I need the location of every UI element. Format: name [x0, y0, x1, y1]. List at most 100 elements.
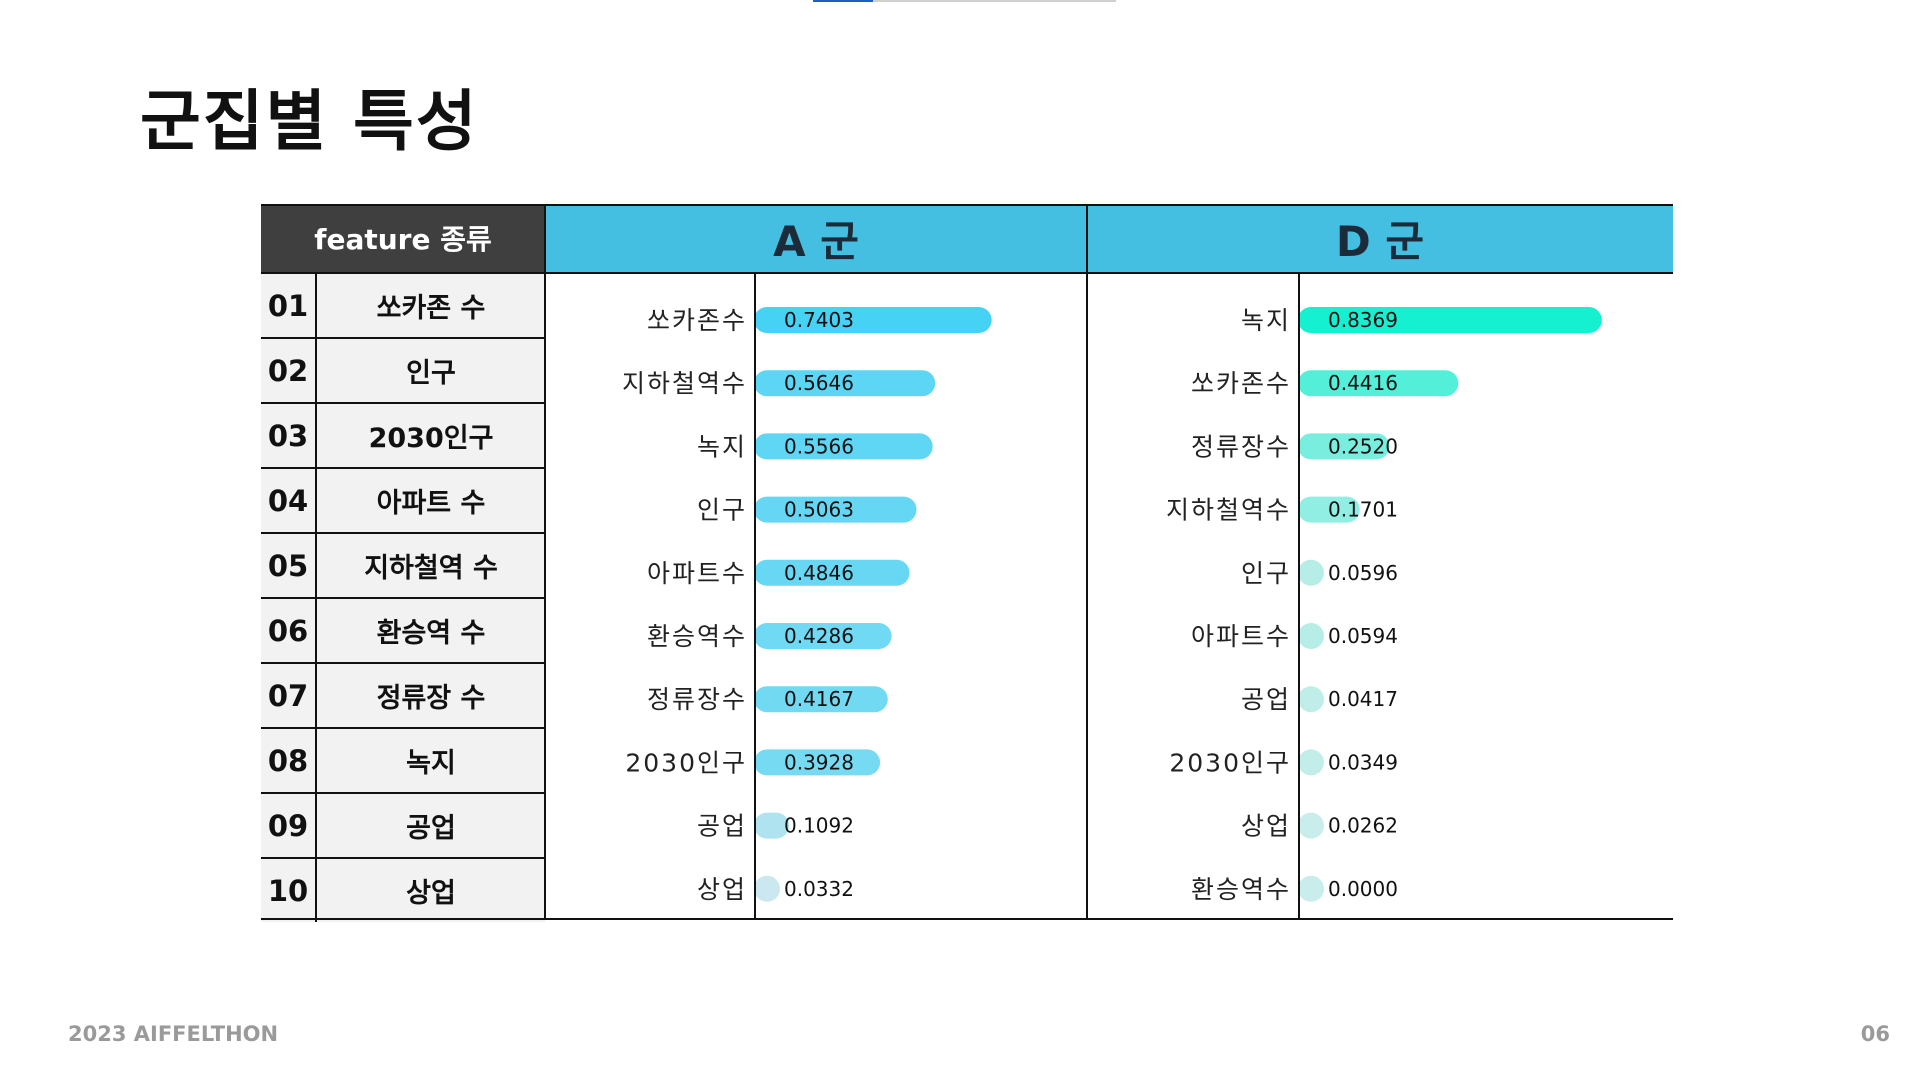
feature-row: 07 정류장 수 [261, 664, 545, 729]
feature-row: 08 녹지 [261, 729, 545, 794]
data-label: 0.4416 [1328, 371, 1398, 395]
feature-rank: 04 [261, 469, 317, 532]
feature-row: 01 쏘카존 수 [261, 274, 545, 339]
group-a-header: A 군 [545, 204, 1087, 272]
feature-rank: 06 [261, 599, 317, 662]
feature-row: 10 상업 [261, 859, 545, 922]
data-label: 0.5063 [784, 498, 854, 522]
group-d-bar-chart: 녹지 0.8369 쏘카존수 0.4416 정류장수 0.2520 지하철역수 0.1701 인… [1166, 306, 1602, 904]
category-label: 환승역수 [647, 622, 747, 651]
feature-row: 06 환승역 수 [261, 599, 545, 664]
feature-rank: 07 [261, 664, 317, 727]
category-label: 환승역수 [1191, 875, 1291, 904]
bar [754, 370, 936, 397]
feature-name: 인구 [406, 358, 456, 389]
bar [754, 559, 910, 586]
category-label: 정류장수 [1191, 432, 1291, 461]
data-label: 0.5646 [784, 371, 854, 395]
feature-name: 쏘카존 수 [376, 293, 486, 324]
column-divider [544, 204, 546, 920]
feature-rank: 03 [261, 404, 317, 467]
bar [1298, 496, 1360, 523]
feature-name: 2030인구 [368, 423, 494, 454]
bar [754, 623, 892, 649]
table-header-border [261, 272, 1673, 274]
feature-rank: 05 [261, 534, 317, 597]
footer-page-number: 06 [1860, 1022, 1890, 1046]
category-label: 인구 [1241, 559, 1291, 588]
feature-name: 정류장 수 [376, 683, 486, 714]
data-label: 0.7403 [784, 308, 854, 332]
data-label: 0.3928 [784, 750, 854, 774]
bar [754, 307, 992, 333]
column-divider [1086, 204, 1088, 920]
feature-row: 09 공업 [261, 794, 545, 859]
bar [1298, 812, 1324, 839]
feature-name: 상업 [406, 878, 456, 909]
bar [754, 749, 881, 776]
page-title: 군집별 특성 [140, 83, 479, 160]
feature-row: 02 인구 [261, 339, 545, 404]
feature-row: 05 지하철역 수 [261, 534, 545, 599]
bar [1298, 686, 1324, 713]
category-label: 공업 [1241, 685, 1291, 714]
table-bottom-border [261, 918, 1673, 920]
category-label: 상업 [697, 875, 747, 904]
feature-row: 03 2030인구 [261, 404, 545, 469]
group-a-chart: 쏘카존수 0.7403 지하철역수 0.5646 녹지 0.5566 인구 0.5063 아파트… [547, 274, 1087, 918]
data-label: 0.4286 [784, 624, 854, 648]
category-label: 공업 [697, 812, 747, 841]
bar [1298, 307, 1602, 333]
category-label: 녹지 [1241, 306, 1291, 335]
cluster-table: feature 종류 A 군 D 군 01 쏘카존 수 02 인구 03 2030인구 04… [261, 204, 1673, 922]
bar [754, 812, 790, 839]
data-label: 0.8369 [1328, 308, 1398, 332]
category-label: 인구 [697, 496, 747, 525]
feature-name: 지하철역 수 [364, 553, 498, 584]
table-top-border [261, 204, 1673, 206]
group-a-bar-chart: 쏘카존수 0.7403 지하철역수 0.5646 녹지 0.5566 인구 0.5063 아파트… [622, 306, 992, 904]
data-label: 0.4846 [784, 561, 854, 585]
chart-d-axis-line [1298, 272, 1300, 920]
category-label: 지하철역수 [622, 369, 747, 398]
data-label: 0.0349 [1328, 750, 1398, 774]
bar [754, 433, 933, 460]
feature-rank: 02 [261, 339, 317, 402]
data-label: 0.1092 [784, 814, 854, 838]
feature-rank: 08 [261, 729, 317, 792]
data-label: 0.0000 [1328, 877, 1398, 901]
category-label: 녹지 [697, 432, 747, 461]
feature-name: 녹지 [406, 748, 456, 779]
category-label: 2030인구 [1169, 748, 1291, 777]
footer-event-name: 2023 AIFFELTHON [68, 1022, 279, 1046]
bar [1298, 370, 1459, 397]
bar [1298, 559, 1324, 586]
bar [1298, 623, 1324, 649]
category-label: 지하철역수 [1166, 496, 1291, 525]
feature-name: 아파트 수 [376, 488, 486, 519]
data-label: 0.4167 [784, 687, 854, 711]
category-label: 2030인구 [625, 748, 747, 777]
bar [754, 686, 888, 713]
category-label: 아파트수 [647, 559, 747, 588]
feature-header: feature 종류 [261, 204, 545, 272]
feature-row: 04 아파트 수 [261, 469, 545, 534]
category-label: 쏘카존수 [647, 306, 747, 335]
feature-rank: 10 [261, 859, 317, 922]
feature-name: 공업 [406, 813, 456, 844]
bar [754, 496, 917, 523]
bar [1298, 433, 1390, 460]
data-label: 0.0332 [784, 877, 854, 901]
bar [1298, 875, 1324, 902]
bar [1298, 749, 1324, 776]
group-d-chart: 녹지 0.8369 쏘카존수 0.4416 정류장수 0.2520 지하철역수 0.1701 인… [1089, 274, 1673, 918]
chart-a-axis-line [754, 272, 756, 920]
data-label: 0.2520 [1328, 434, 1398, 458]
category-label: 아파트수 [1191, 622, 1291, 651]
group-d-header: D 군 [1087, 204, 1673, 272]
category-label: 상업 [1241, 812, 1291, 841]
data-label: 0.0417 [1328, 687, 1398, 711]
data-label: 0.5566 [784, 434, 854, 458]
data-label: 0.0594 [1328, 624, 1398, 648]
feature-rank: 01 [261, 274, 317, 337]
